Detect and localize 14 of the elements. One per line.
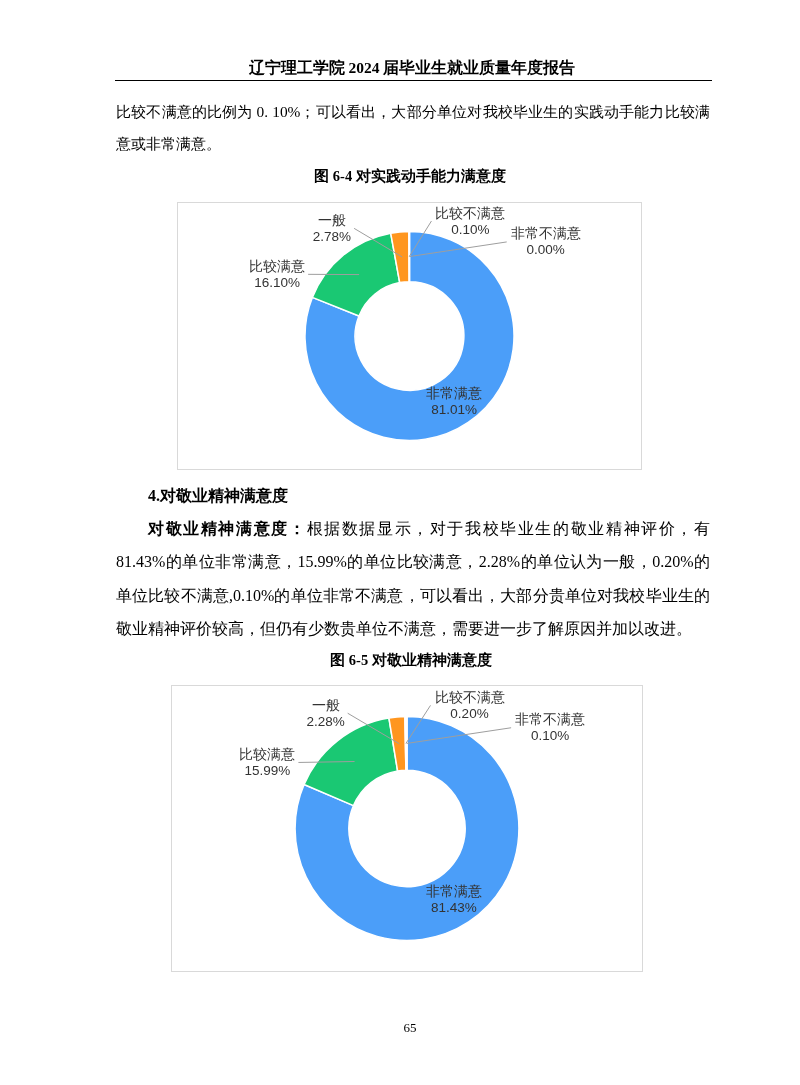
data-label: 2.28% xyxy=(306,713,345,729)
data-label: 0.10% xyxy=(530,728,570,744)
data-label: 15.99% xyxy=(244,762,291,778)
slice-label: 一般 xyxy=(311,697,340,713)
text: 65 xyxy=(403,1020,417,1036)
text: 4.对敬业精神满意度 xyxy=(148,485,288,506)
text: 对敬业精神满意度： xyxy=(148,520,307,537)
data-label: 81.43% xyxy=(430,900,477,915)
slice-label: 比较不满意 xyxy=(434,689,505,705)
slice-label: 非常满意 xyxy=(425,884,482,899)
slice-label: 非常不满意 xyxy=(515,712,586,728)
slice-label: 比较满意 xyxy=(239,746,296,762)
chart-title: 图 6-5 对敬业精神满意度 xyxy=(330,652,492,670)
data-label: 0.20% xyxy=(450,705,489,721)
